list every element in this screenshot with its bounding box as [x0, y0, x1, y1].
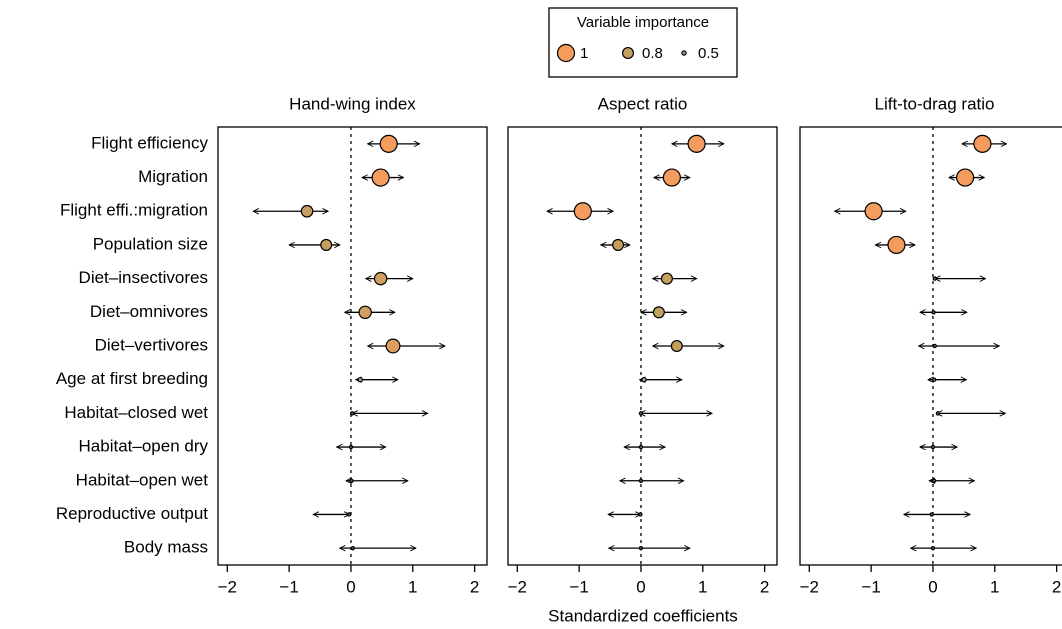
point	[887, 235, 906, 255]
category-label: Reproductive output	[56, 504, 208, 523]
point	[371, 168, 390, 187]
point	[638, 512, 643, 517]
point	[687, 134, 706, 153]
panel-frame	[507, 126, 778, 566]
legend-label: 1	[580, 45, 588, 62]
point	[641, 376, 647, 383]
x-tick-label: −1	[569, 577, 588, 596]
panel-title: Hand-wing index	[289, 94, 416, 113]
category-label: Diet–omnivores	[90, 302, 208, 321]
panel-title: Aspect ratio	[598, 94, 688, 113]
panel-title: Lift-to-drag ratio	[875, 94, 995, 113]
point	[348, 444, 354, 450]
point	[349, 478, 354, 483]
point	[379, 134, 398, 153]
x-axis-label: Standardized coefficients	[548, 606, 738, 625]
point	[956, 168, 975, 187]
category-label: Diet–vertivores	[95, 335, 208, 354]
category-label: Flight effi.:migration	[60, 201, 208, 220]
category-label: Diet–insectivores	[79, 268, 208, 287]
category-label: Habitat–open wet	[76, 470, 209, 489]
x-tick-label: 0	[346, 577, 355, 596]
point	[346, 512, 352, 517]
category-label: Habitat–open dry	[79, 437, 209, 456]
point	[670, 339, 683, 353]
point	[931, 310, 936, 315]
x-tick-label: −2	[218, 577, 237, 596]
point	[935, 411, 941, 416]
point	[929, 512, 934, 517]
point	[660, 272, 673, 285]
point	[973, 134, 992, 153]
x-tick-label: 2	[1052, 577, 1061, 596]
point	[373, 271, 388, 286]
point	[638, 478, 644, 483]
panel-frame	[217, 126, 488, 566]
point	[638, 444, 644, 450]
point	[932, 276, 938, 281]
point	[932, 343, 938, 349]
point	[300, 204, 314, 218]
point	[930, 444, 936, 450]
x-tick-label: −1	[861, 577, 880, 596]
point	[385, 338, 401, 354]
legend-box	[548, 7, 738, 78]
point	[931, 478, 937, 483]
legend-label: 0.8	[642, 45, 663, 62]
legend-marker	[681, 50, 687, 56]
point	[350, 545, 356, 551]
x-tick-label: 2	[470, 577, 479, 596]
point	[357, 376, 363, 383]
legend-title: Variable importance	[577, 14, 709, 31]
x-tick-label: 2	[760, 577, 769, 596]
category-label: Flight efficiency	[91, 133, 208, 152]
x-tick-label: 1	[698, 577, 707, 596]
point	[612, 238, 625, 251]
point	[573, 202, 592, 221]
point	[358, 305, 372, 320]
x-tick-label: −2	[800, 577, 819, 596]
x-tick-label: 1	[408, 577, 417, 596]
point	[349, 411, 355, 416]
panel-frame	[799, 126, 1062, 566]
point	[931, 377, 937, 382]
x-tick-label: 0	[636, 577, 645, 596]
legend-marker	[556, 43, 576, 63]
x-tick-label: 0	[928, 577, 937, 596]
category-label: Habitat–closed wet	[64, 403, 208, 422]
category-label: Population size	[93, 234, 208, 253]
point	[662, 168, 681, 187]
x-tick-label: −1	[279, 577, 298, 596]
point	[638, 545, 644, 551]
point	[652, 306, 665, 319]
category-label: Age at first breeding	[56, 369, 208, 388]
point	[864, 202, 883, 221]
legend-label: 0.5	[698, 45, 719, 62]
point	[638, 411, 644, 416]
point	[930, 545, 936, 551]
x-tick-label: −2	[508, 577, 527, 596]
point	[320, 238, 333, 251]
category-label: Migration	[138, 167, 208, 186]
x-tick-label: 1	[990, 577, 999, 596]
category-label: Body mass	[124, 538, 208, 557]
legend-marker	[621, 46, 635, 60]
